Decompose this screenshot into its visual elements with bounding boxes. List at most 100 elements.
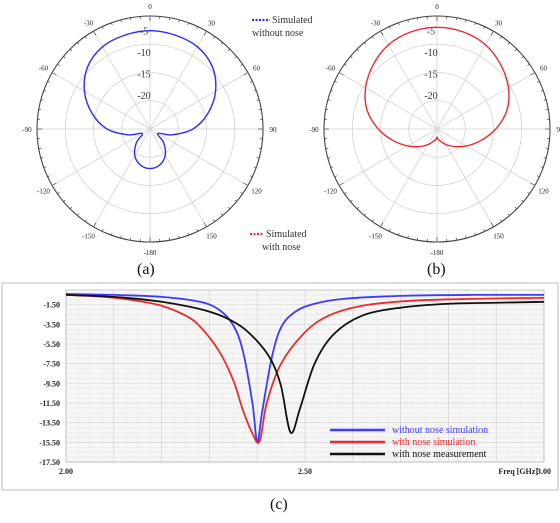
polar-tick-mark — [187, 232, 189, 236]
x-tick-label: 3.00 — [537, 467, 551, 476]
polar-tick-mark — [327, 99, 331, 101]
polar-tick-mark — [490, 30, 494, 36]
polar-radial-label: -5 — [427, 27, 435, 38]
polar-tick-mark — [407, 19, 409, 23]
polar-angle-label: -120 — [37, 188, 50, 196]
polar-tick-mark — [527, 63, 530, 66]
polar-angle-label: 90 — [557, 126, 560, 134]
polar-tick-mark — [40, 99, 44, 101]
polar-grid-spoke — [93, 128, 151, 228]
polar-radial-label: -15 — [424, 70, 437, 81]
polar-tick-mark — [465, 19, 467, 23]
polar-tick-mark — [57, 63, 60, 66]
polar-angle-label: -90 — [22, 126, 32, 134]
polar-grid-spoke — [149, 72, 249, 130]
polar-tick-mark — [120, 19, 122, 23]
polar-tick-mark — [407, 235, 409, 239]
polar-tick-mark — [364, 42, 367, 45]
polar-angle-label: -30 — [84, 19, 94, 27]
polar-tick-mark — [43, 90, 47, 92]
polar-tick-mark — [380, 30, 384, 36]
polar-tick-mark — [527, 192, 530, 195]
polar-tick-mark — [344, 192, 347, 195]
polar-tick-mark — [398, 22, 400, 26]
polar-angle-label: 0 — [435, 3, 439, 11]
polar-tick-mark — [253, 90, 257, 92]
caption-c: (c) — [270, 496, 288, 513]
polar-tick-mark — [93, 30, 97, 36]
polar-chart-a: 0 30 60 90 120 150 -180 -150 -120 -90 -60 -30 -5 -10 -… — [22, 3, 313, 257]
polar-tick-mark — [356, 48, 360, 52]
polar-series-line — [83, 29, 217, 170]
legend-label-a: Simulated — [272, 15, 313, 26]
polar-tick-mark — [111, 232, 113, 236]
polar-tick-mark — [350, 199, 353, 202]
line-chart-c: -1.50 -3.50 -5.50 -7.50 -9.50 -11.50 -13.50 -15… — [1, 282, 559, 491]
polar-tick-mark — [483, 228, 486, 232]
legend-label: without nose simulation — [392, 425, 488, 436]
polar-angle-label: 30 — [208, 19, 216, 27]
polar-angle-label: -120 — [324, 188, 337, 196]
polar-grid-spoke — [51, 128, 151, 186]
polar-tick-mark — [203, 222, 207, 228]
polar-tick-mark — [330, 166, 334, 168]
polar-tick-mark — [540, 90, 544, 92]
polar-tick-mark — [240, 192, 243, 195]
polar-radial-label: -10 — [137, 48, 150, 59]
polar-tick-mark — [243, 72, 249, 76]
y-tick-label: -9.50 — [43, 379, 60, 388]
polar-angle-label: 90 — [270, 126, 278, 134]
polar-tick-mark — [334, 175, 338, 178]
polar-tick-mark — [364, 213, 367, 216]
polar-tick-mark — [338, 182, 344, 186]
polar-tick-mark — [178, 19, 180, 23]
polar-grid-spoke — [380, 30, 438, 130]
polar-tick-mark — [388, 26, 391, 30]
polar-tick-mark — [213, 219, 216, 222]
polar-tick-mark — [350, 56, 353, 59]
polar-radial-label: -20 — [424, 91, 437, 102]
polar-tick-mark — [344, 63, 347, 66]
polar-angle-label: 120 — [538, 188, 549, 196]
polar-tick-mark — [47, 80, 51, 83]
polar-tick-mark — [187, 22, 189, 26]
y-tick-label: -1.50 — [43, 301, 60, 310]
polar-grid-spoke — [436, 30, 494, 130]
polar-angle-label: 30 — [495, 19, 503, 27]
polar-angle-label: 120 — [251, 188, 262, 196]
polar-tick-mark — [536, 175, 540, 178]
polar-tick-mark — [334, 80, 338, 83]
polar-tick-mark — [521, 56, 524, 59]
y-tick-label: -11.50 — [40, 399, 60, 408]
polar-tick-mark — [69, 206, 73, 210]
polar-tick-mark — [227, 206, 231, 210]
polar-series-line — [364, 26, 510, 148]
polar-tick-mark — [220, 213, 223, 216]
polar-tick-mark — [57, 192, 60, 195]
series-line — [65, 294, 545, 444]
polar-angle-label: 60 — [540, 65, 548, 73]
polar-tick-mark — [256, 157, 260, 159]
polar-angle-label: -150 — [82, 233, 95, 241]
polar-tick-mark — [474, 22, 476, 26]
polar-tick-mark — [514, 48, 518, 52]
polar-tick-mark — [101, 228, 104, 232]
polar-tick-mark — [256, 99, 260, 101]
polar-tick-mark — [51, 72, 57, 76]
polar-tick-mark — [356, 206, 360, 210]
polar-tick-mark — [253, 166, 257, 168]
polar-tick-mark — [93, 222, 97, 228]
polar-radial-label: -15 — [137, 70, 150, 81]
polar-tick-mark — [500, 219, 503, 222]
polar-tick-mark — [40, 157, 44, 159]
polar-tick-mark — [388, 228, 391, 232]
polar-tick-mark — [543, 157, 547, 159]
polar-tick-mark — [327, 157, 331, 159]
polar-tick-mark — [507, 213, 510, 216]
polar-grid-spoke — [149, 128, 207, 228]
polar-tick-mark — [474, 232, 476, 236]
polar-tick-mark — [234, 199, 237, 202]
polar-tick-mark — [220, 42, 223, 45]
legend-label: with nose simulation — [392, 437, 475, 448]
polar-tick-mark — [514, 206, 518, 210]
